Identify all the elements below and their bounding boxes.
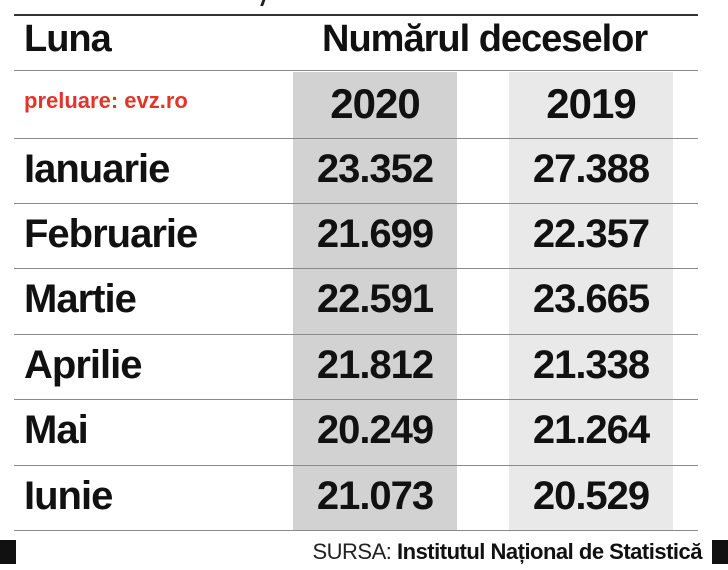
month-label: Martie xyxy=(24,277,137,321)
source-footer: SURSA: Institutul Național de Statistică xyxy=(0,536,728,570)
row-divider xyxy=(14,70,698,71)
column-2020-shading xyxy=(293,72,457,530)
value-2019: 20.529 xyxy=(532,474,650,518)
row-divider xyxy=(14,399,698,400)
footer-bar-left xyxy=(0,540,16,564)
month-label: Aprilie xyxy=(24,343,142,387)
value-2019: 23.665 xyxy=(532,277,650,321)
year-header-2019: 2019 xyxy=(546,80,636,127)
month-label: Mai xyxy=(24,408,89,452)
top-rule xyxy=(14,14,698,16)
month-label: Iunie xyxy=(24,474,113,518)
credit-label: preluare: evz.ro xyxy=(24,88,188,113)
value-2020: 22.591 xyxy=(316,277,434,321)
value-2019: 21.338 xyxy=(532,343,650,387)
source-name: Institutul Național de Statistică xyxy=(397,539,702,564)
source-line: SURSA: Institutul Național de Statistică xyxy=(312,539,702,565)
row-divider xyxy=(14,530,698,531)
month-column-header: Luna xyxy=(24,18,112,60)
value-2020: 21.812 xyxy=(316,343,434,387)
value-2019: 27.388 xyxy=(532,147,650,191)
row-divider xyxy=(14,334,698,335)
value-2020: 21.699 xyxy=(316,212,434,256)
table-title: Numărul deceselor xyxy=(322,18,648,60)
year-header-2020: 2020 xyxy=(330,80,420,127)
row-divider xyxy=(14,465,698,466)
column-2019-shading xyxy=(509,72,673,530)
row-divider xyxy=(14,268,698,269)
source-label: SURSA: xyxy=(312,539,392,564)
month-label: Februarie xyxy=(24,212,198,256)
row-divider xyxy=(14,203,698,204)
row-divider xyxy=(14,138,698,139)
value-2020: 23.352 xyxy=(316,147,434,191)
value-2019: 22.357 xyxy=(532,212,650,256)
value-2019: 21.264 xyxy=(532,408,650,452)
clipped-title-fragment xyxy=(0,0,728,10)
value-2020: 21.073 xyxy=(316,474,434,518)
month-label: Ianuarie xyxy=(24,147,170,191)
footer-bar-right xyxy=(712,540,728,564)
value-2020: 20.249 xyxy=(316,408,434,452)
